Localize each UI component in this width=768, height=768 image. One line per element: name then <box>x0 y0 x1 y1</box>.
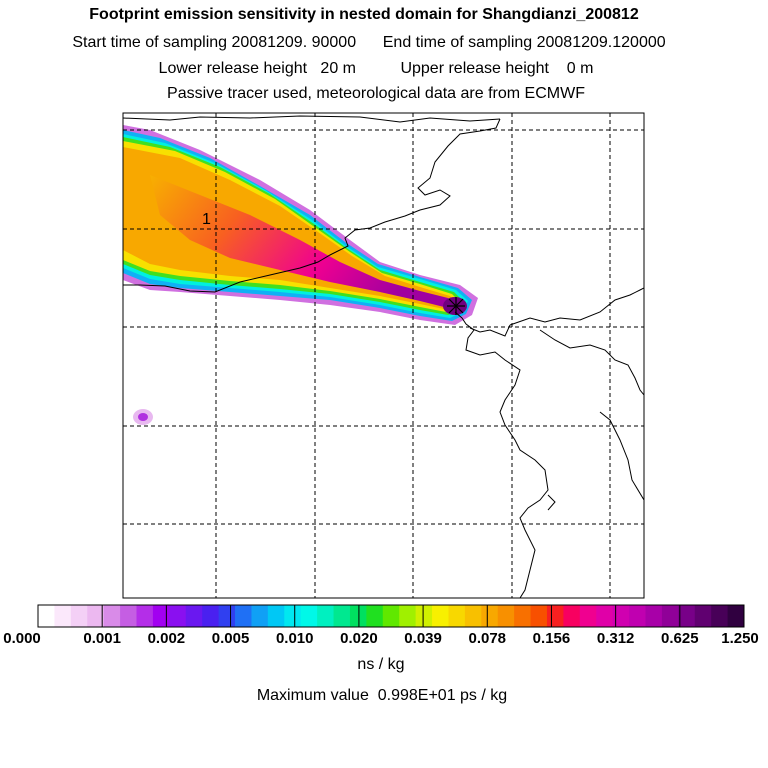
colorbar-tick-label: 0.039 <box>404 630 442 647</box>
units-label: ns / kg <box>357 656 405 673</box>
map-frame <box>122 112 645 599</box>
colorbar-swatch <box>727 605 745 627</box>
colorbar-swatch <box>120 605 138 627</box>
contour-label: 1 <box>202 211 211 228</box>
colorbar-tick-label: 0.002 <box>147 630 186 647</box>
colorbar-swatch <box>530 605 548 627</box>
colorbar-swatch <box>546 605 564 627</box>
colorbar-tick-label: 0.001 <box>83 630 121 647</box>
colorbar-swatch <box>645 605 663 627</box>
colorbar-swatch <box>152 605 170 627</box>
maximum-value-label: Maximum value 0.998E+01 ps / kg <box>256 687 508 704</box>
isolated-spot <box>138 413 148 421</box>
colorbar-swatch <box>661 605 679 627</box>
plot-title: Footprint emission sensitivity in nested… <box>89 6 639 23</box>
plume-field <box>123 125 478 425</box>
colorbar-tick-label: 0.020 <box>340 630 378 647</box>
colorbar-swatch <box>382 605 400 627</box>
colorbar-swatch <box>448 605 466 627</box>
colorbar <box>37 604 745 628</box>
colorbar-swatch <box>87 605 105 627</box>
tracer-info-line: Passive tracer used, meteorological data… <box>167 85 585 102</box>
receptor-star-icon <box>447 297 465 315</box>
colorbar-swatch <box>464 605 482 627</box>
colorbar-swatch <box>481 605 499 627</box>
release-height-line: Lower release height 20 m Upper release … <box>158 60 594 77</box>
colorbar-tick-label: 0.005 <box>211 630 250 647</box>
colorbar-swatch <box>218 605 236 627</box>
colorbar-swatch <box>202 605 220 627</box>
colorbar-swatch <box>136 605 154 627</box>
colorbar-swatch <box>366 605 384 627</box>
colorbar-swatch <box>251 605 269 627</box>
colorbar-swatch <box>629 605 646 627</box>
colorbar-swatch <box>284 605 302 627</box>
colorbar-swatch <box>70 605 88 627</box>
colorbar-swatch <box>317 605 335 627</box>
colorbar-swatch <box>432 605 449 627</box>
plume-core <box>150 175 455 308</box>
colorbar-swatch <box>678 605 696 627</box>
colorbar-swatch <box>497 605 515 627</box>
colorbar-swatch <box>235 605 252 627</box>
graticule <box>123 113 644 598</box>
colorbar-swatch <box>54 605 72 627</box>
plume-orange <box>123 147 458 309</box>
colorbar-swatch <box>169 605 187 627</box>
colorbar-swatch <box>514 605 532 627</box>
colorbar-swatch <box>612 605 630 627</box>
colorbar-swatch <box>596 605 614 627</box>
colorbar-swatch <box>415 605 433 627</box>
colorbar-tick-label: 0.000 <box>3 630 41 647</box>
colorbar-swatch <box>267 605 285 627</box>
colorbar-swatch <box>579 605 597 627</box>
colorbar-tick-label: 0.625 <box>661 630 699 647</box>
colorbar-swatch <box>103 605 121 627</box>
colorbar-swatch <box>399 605 417 627</box>
sampling-time-line: Start time of sampling 20081209. 90000 E… <box>72 34 666 51</box>
colorbar-tick-label: 0.156 <box>532 630 571 647</box>
colorbar-swatch <box>300 605 318 627</box>
colorbar-tick-label: 0.312 <box>596 630 635 647</box>
colorbar-swatch <box>185 605 203 627</box>
colorbar-tick-label: 1.250 <box>721 630 759 647</box>
colorbar-swatch <box>38 605 55 627</box>
colorbar-swatch <box>333 605 351 627</box>
colorbar-tick-label: 0.078 <box>468 630 507 647</box>
colorbar-swatch <box>694 605 712 627</box>
colorbar-tick-label: 0.010 <box>275 630 314 647</box>
colorbar-swatch <box>563 605 581 627</box>
colorbar-swatch <box>711 605 729 627</box>
colorbar-frame <box>37 604 745 628</box>
